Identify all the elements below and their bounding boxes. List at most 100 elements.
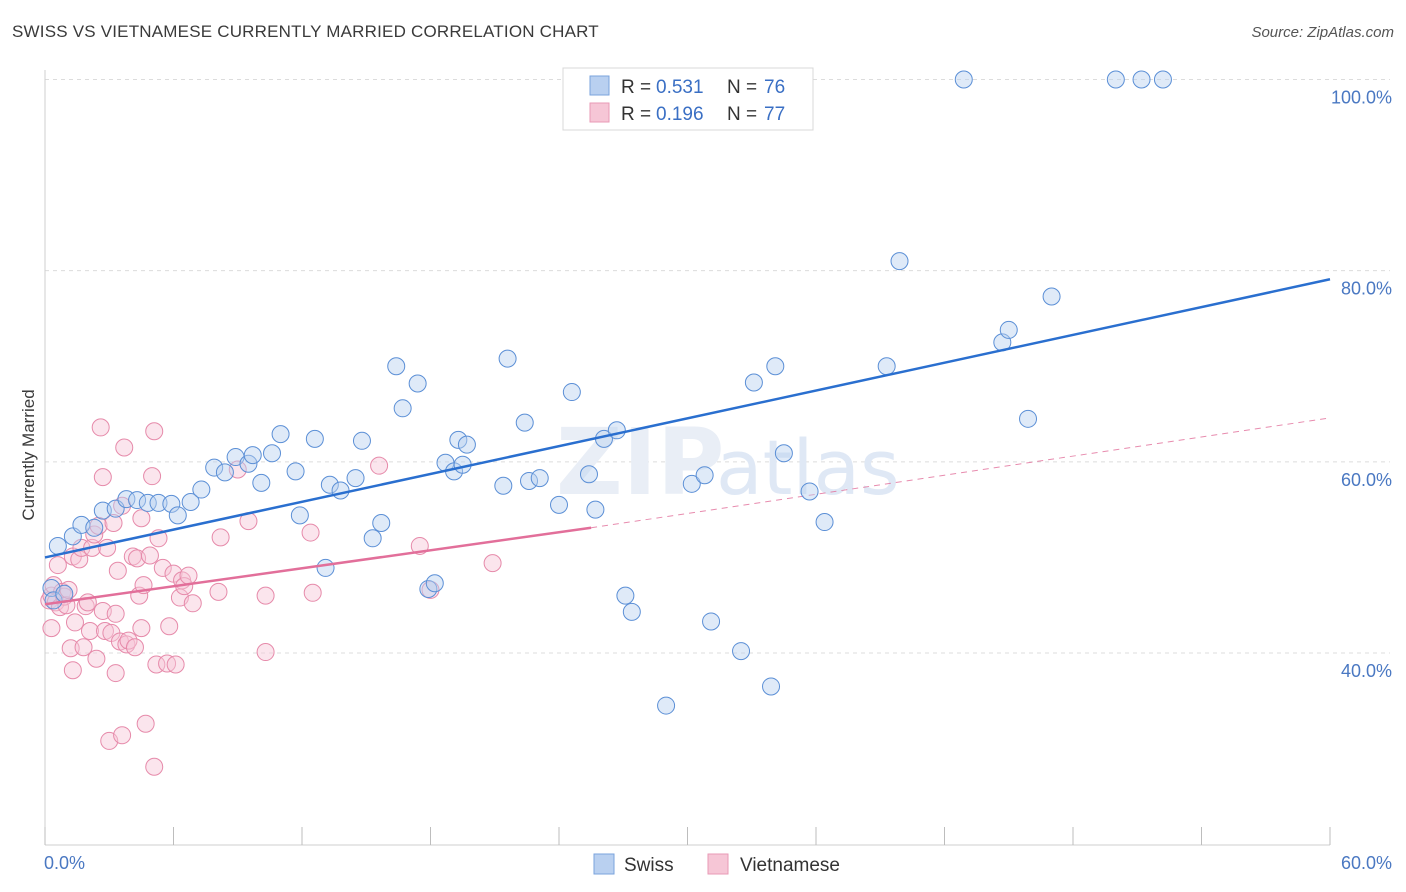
- swiss-point: [181, 492, 200, 511]
- legend-swiss-n: 76: [764, 77, 785, 98]
- swiss-point: [168, 506, 187, 525]
- vietnamese-point: [48, 556, 67, 575]
- vietnamese-point: [113, 726, 132, 745]
- swiss-point: [138, 493, 157, 512]
- swiss-points: [42, 70, 1331, 715]
- swiss-point: [271, 425, 290, 444]
- vietnamese-point: [209, 582, 228, 601]
- vietnamese-point: [115, 438, 134, 457]
- swiss-point: [128, 491, 147, 510]
- vietnamese-point: [95, 622, 114, 641]
- legend-vietnamese-r-label: R =: [621, 104, 651, 125]
- source-credit: Source: ZipAtlas.com: [1251, 24, 1394, 41]
- swiss-point: [425, 574, 444, 593]
- vietnamese-point: [179, 566, 198, 585]
- swiss-point: [766, 357, 785, 376]
- bottom-legend: Swiss Vietnamese: [593, 853, 840, 876]
- swiss-point: [515, 413, 534, 432]
- y-tick-label: 60.0%: [1341, 470, 1392, 490]
- swiss-point: [243, 446, 262, 465]
- swiss-point: [363, 529, 382, 548]
- vietnamese-point: [106, 664, 125, 683]
- vietnamese-point: [74, 638, 93, 657]
- swiss-point: [1106, 70, 1125, 89]
- swiss-point: [263, 444, 282, 463]
- vietnamese-point: [153, 558, 172, 577]
- vietnamese-point: [125, 638, 144, 657]
- swiss-point: [205, 458, 224, 477]
- vietnamese-point: [132, 509, 151, 528]
- bottom-legend-swiss: Swiss: [624, 855, 674, 876]
- y-tick-label: 80.0%: [1341, 279, 1392, 299]
- swiss-point: [702, 612, 721, 631]
- vietnamese-point: [136, 714, 155, 733]
- vietnamese-point: [104, 514, 123, 533]
- swiss-point: [530, 469, 549, 488]
- swiss-point: [622, 602, 641, 621]
- swiss-point: [562, 383, 581, 402]
- swiss-point: [290, 506, 309, 525]
- vietnamese-point: [140, 546, 159, 565]
- swiss-point: [387, 357, 406, 376]
- vietnamese-trend-line: [44, 526, 592, 606]
- vietnamese-point: [80, 622, 99, 641]
- swiss-point: [149, 493, 168, 512]
- swiss-point: [732, 642, 751, 661]
- y-tick-label: 40.0%: [1341, 661, 1392, 681]
- swiss-point: [815, 513, 834, 532]
- swiss-point: [449, 430, 468, 449]
- vietnamese-point: [256, 643, 275, 662]
- swiss-point: [762, 677, 781, 696]
- vietnamese-point: [145, 422, 164, 441]
- vietnamese-point: [301, 523, 320, 542]
- swiss-point: [286, 462, 305, 481]
- swiss-point: [657, 696, 676, 715]
- bottom-legend-vietnamese: Vietnamese: [740, 855, 840, 876]
- x-tick-label: 0.0%: [44, 853, 85, 873]
- vietnamese-point: [145, 757, 164, 776]
- vietnamese-point: [106, 604, 125, 623]
- vietnamese-point: [119, 631, 138, 650]
- swiss-point: [1153, 70, 1172, 89]
- vietnamese-point: [63, 661, 82, 680]
- vietnamese-point: [256, 586, 275, 605]
- swiss-point: [352, 431, 371, 450]
- vietnamese-point: [160, 617, 179, 636]
- vietnamese-point: [143, 467, 162, 486]
- swiss-point: [48, 536, 67, 555]
- swiss-point: [305, 429, 324, 448]
- vietnamese-point: [483, 554, 502, 573]
- vietnamese-point: [65, 613, 84, 632]
- swiss-point: [877, 357, 896, 376]
- watermark: ZIP atlas: [556, 409, 900, 516]
- legend-swiss-n-label: N =: [727, 77, 757, 98]
- vietnamese-point: [91, 418, 110, 437]
- swiss-point: [550, 495, 568, 514]
- swiss-point: [316, 558, 335, 577]
- trend-lines: [591, 417, 1331, 529]
- swiss-point: [800, 482, 819, 501]
- y-tick-label: 100.0%: [1331, 88, 1392, 108]
- vietnamese-point: [42, 619, 61, 638]
- swiss-point: [774, 444, 793, 463]
- legend-swiss-r: 0.531: [656, 77, 704, 98]
- swiss-point: [192, 480, 211, 499]
- watermark-zip: ZIP: [556, 409, 724, 516]
- watermark-atlas: atlas: [716, 423, 900, 512]
- swiss-point: [1019, 409, 1038, 428]
- chart-title: SWISS VS VIETNAMESE CURRENTLY MARRIED CO…: [12, 22, 599, 41]
- swiss-point: [494, 476, 513, 495]
- bottom-legend-swatch-swiss: [593, 853, 615, 875]
- swiss-point: [252, 473, 271, 492]
- legend-vietnamese-n-label: N =: [727, 104, 757, 125]
- vietnamese-point: [132, 619, 151, 638]
- vietnamese-point: [166, 655, 185, 674]
- swiss-point: [954, 70, 973, 89]
- swiss-trend-line: [44, 278, 1331, 559]
- legend-swatch-swiss: [589, 75, 610, 96]
- swiss-point: [579, 465, 598, 484]
- vietnamese-point: [370, 456, 389, 475]
- swiss-point: [999, 320, 1018, 339]
- tick-labels: 40.0% 60.0% 80.0% 100.0% 0.0% 60.0%: [44, 88, 1392, 874]
